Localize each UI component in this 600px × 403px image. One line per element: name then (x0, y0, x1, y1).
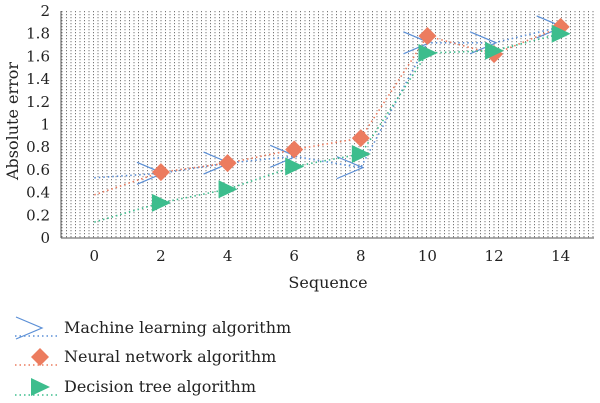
gridlines (61, 11, 594, 238)
y-tick-label: 0.6 (26, 161, 50, 179)
series-line (94, 32, 561, 223)
axes: 0 0.2 0.4 0.6 0.8 1 1.2 1.4 1.6 1.8 2 0 2 4 6 8 10 12 14 (26, 2, 594, 265)
diamond-marker (151, 163, 170, 182)
legend-label: Neural network algorithm (64, 347, 276, 366)
legend-item: Decision tree algorithm (15, 377, 256, 396)
series-0 (94, 15, 565, 185)
y-tick-label: 0 (40, 229, 50, 247)
series-line (94, 26, 562, 196)
series-line (94, 26, 561, 179)
y-tick-label: 1.4 (26, 70, 50, 88)
triangle-marker (31, 378, 50, 396)
x-tick-label: 12 (485, 247, 504, 265)
x-tick-label: 4 (223, 247, 233, 265)
triangle-marker (285, 157, 305, 176)
y-tick-label: 0.2 (26, 206, 50, 224)
y-tick-label: 1.6 (26, 47, 50, 65)
triangle-marker (351, 145, 371, 164)
legend-label: Machine learning algorithm (64, 318, 291, 337)
y-axis-title: Absolute error (3, 62, 22, 181)
chevron-marker (15, 316, 44, 340)
y-tick-label: 2 (40, 2, 50, 20)
y-tick-label: 0.4 (26, 184, 50, 202)
x-tick-label: 10 (418, 247, 437, 265)
triangle-marker (485, 41, 505, 60)
triangle-marker (218, 180, 238, 199)
diamond-marker (418, 26, 437, 45)
diamond-marker (285, 140, 304, 159)
x-axis-title: Sequence (288, 273, 367, 292)
diamond-marker (218, 154, 237, 173)
x-tick-label: 0 (90, 247, 100, 265)
y-tick-label: 1.8 (26, 25, 50, 43)
x-tick-label: 8 (356, 247, 366, 265)
legend: Machine learning algorithm Neural network… (15, 316, 291, 396)
legend-item: Neural network algorithm (15, 347, 276, 366)
x-tick-label: 6 (289, 247, 299, 265)
x-tick-label: 14 (551, 247, 570, 265)
triangle-marker (151, 193, 171, 212)
diamond-marker (31, 348, 49, 366)
triangle-marker (551, 24, 571, 43)
legend-item: Machine learning algorithm (15, 316, 291, 340)
series-2 (94, 24, 571, 223)
y-tick-label: 1.2 (26, 93, 50, 111)
triangle-marker (418, 43, 438, 62)
y-tick-label: 0.8 (26, 138, 50, 156)
series-group (94, 15, 571, 223)
chevron-marker (336, 156, 365, 180)
y-tick-label: 1 (40, 116, 50, 134)
diamond-marker (351, 129, 370, 148)
chevron-marker (469, 31, 498, 55)
x-tick-label: 2 (156, 247, 166, 265)
legend-label: Decision tree algorithm (64, 377, 256, 396)
